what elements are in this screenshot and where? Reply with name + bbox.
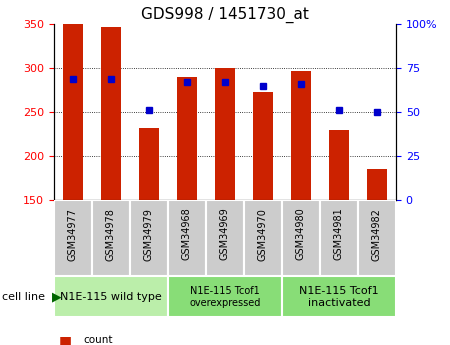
Bar xyxy=(54,200,92,276)
Bar xyxy=(168,200,206,276)
Bar xyxy=(320,200,358,276)
Text: GSM34982: GSM34982 xyxy=(372,208,382,260)
Text: cell line: cell line xyxy=(2,292,45,302)
Title: GDS998 / 1451730_at: GDS998 / 1451730_at xyxy=(141,7,309,23)
Text: N1E-115 wild type: N1E-115 wild type xyxy=(60,292,162,302)
Bar xyxy=(291,71,311,200)
Text: GSM34970: GSM34970 xyxy=(258,208,268,260)
Bar xyxy=(215,68,235,200)
Bar xyxy=(358,200,396,276)
Text: GSM34979: GSM34979 xyxy=(144,208,154,260)
Text: GSM34968: GSM34968 xyxy=(182,208,192,260)
Bar xyxy=(176,77,198,200)
Bar xyxy=(100,27,122,200)
Bar xyxy=(63,24,83,200)
Text: GSM34980: GSM34980 xyxy=(296,208,306,260)
Bar xyxy=(206,200,244,276)
Text: ▶: ▶ xyxy=(52,290,61,303)
Text: GSM34969: GSM34969 xyxy=(220,208,230,260)
Bar xyxy=(92,200,130,276)
Text: count: count xyxy=(83,335,113,345)
Text: N1E-115 Tcof1
overexpressed: N1E-115 Tcof1 overexpressed xyxy=(189,286,261,307)
Bar xyxy=(282,276,396,317)
Text: GSM34978: GSM34978 xyxy=(106,208,116,260)
Text: GSM34981: GSM34981 xyxy=(334,208,344,260)
Bar xyxy=(367,169,387,200)
Bar xyxy=(54,276,168,317)
Bar xyxy=(282,200,320,276)
Text: ■: ■ xyxy=(58,335,72,345)
Bar xyxy=(139,128,159,200)
Text: GSM34977: GSM34977 xyxy=(68,208,78,261)
Bar xyxy=(168,276,282,317)
Text: N1E-115 Tcof1
inactivated: N1E-115 Tcof1 inactivated xyxy=(299,286,379,307)
Bar xyxy=(130,200,168,276)
Bar xyxy=(244,200,282,276)
Bar xyxy=(328,130,350,200)
Bar xyxy=(252,92,274,200)
